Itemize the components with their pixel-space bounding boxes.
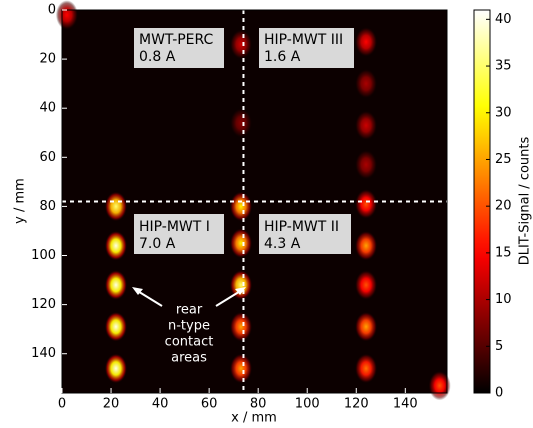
colorbar-tick-label: 40	[495, 12, 512, 27]
x-tick-label: 140	[393, 397, 418, 412]
region-current: 4.3 A	[264, 236, 301, 252]
hot-spot	[230, 108, 252, 137]
annotation-line: areas	[171, 351, 207, 366]
colorbar-tick-label: 15	[495, 245, 512, 260]
colorbar-tick-label: 10	[495, 292, 512, 307]
y-tick-label: 120	[31, 297, 56, 312]
hot-spot	[355, 354, 377, 383]
hot-spot	[230, 312, 252, 341]
region-name: HIP-MWT II	[264, 219, 339, 235]
y-tick-label: 0	[48, 3, 56, 18]
y-tick-label: 140	[31, 346, 56, 361]
x-tick-label: 60	[201, 397, 218, 412]
colorbar-tick-label: 20	[495, 199, 512, 214]
hot-spot	[355, 270, 377, 299]
region-current: 7.0 A	[139, 236, 176, 252]
annotation-line: n-type	[168, 319, 210, 334]
hot-spot	[230, 30, 252, 59]
colorbar-label: DLIT-Signal / counts	[518, 137, 533, 266]
hot-spot	[355, 312, 377, 341]
colorbar-tick-label: 0	[495, 386, 503, 401]
region-current: 0.8 A	[139, 49, 176, 65]
chart: x / mm y / mm DLIT-Signal / counts MWT-P…	[0, 0, 533, 428]
annotation-line: rear	[176, 303, 203, 318]
x-axis-label: x / mm	[231, 411, 277, 426]
region-name: MWT-PERC	[139, 32, 214, 48]
y-axis-label: y / mm	[13, 178, 28, 224]
y-tick-label: 20	[39, 52, 56, 67]
y-tick-label: 60	[39, 150, 56, 165]
hot-spot	[355, 27, 377, 56]
hot-spot	[230, 354, 252, 383]
hot-spot	[230, 229, 252, 258]
region-name: HIP-MWT I	[139, 219, 210, 235]
colorbar-tick-label: 35	[495, 59, 512, 74]
region-current: 1.6 A	[264, 49, 301, 65]
hot-spot	[105, 312, 127, 341]
hot-spot	[105, 270, 127, 299]
colorbar-tick-label: 30	[495, 105, 512, 120]
annotation-line: contact	[165, 335, 214, 350]
x-tick-label: 40	[152, 397, 169, 412]
hot-spot	[355, 150, 377, 179]
hot-spot	[355, 69, 377, 98]
x-tick-label: 0	[58, 397, 66, 412]
x-tick-label: 80	[250, 397, 267, 412]
y-tick-label: 80	[39, 199, 56, 214]
colorbar	[474, 10, 490, 393]
region-name: HIP-MWT III	[264, 32, 343, 48]
hot-spot	[105, 231, 127, 260]
x-tick-label: 20	[103, 397, 120, 412]
y-tick-label: 40	[39, 101, 56, 116]
hot-spot	[355, 189, 377, 218]
hot-spot	[105, 354, 127, 383]
y-tick-label: 100	[31, 248, 56, 263]
hot-spot	[105, 192, 127, 221]
colorbar-tick-label: 25	[495, 152, 512, 167]
hot-spot	[355, 231, 377, 260]
hot-spot	[355, 111, 377, 140]
x-tick-label: 120	[344, 397, 369, 412]
hot-spot	[230, 192, 252, 221]
x-tick-label: 100	[295, 397, 320, 412]
hot-spot	[56, 0, 78, 29]
colorbar-tick-label: 5	[495, 339, 503, 354]
